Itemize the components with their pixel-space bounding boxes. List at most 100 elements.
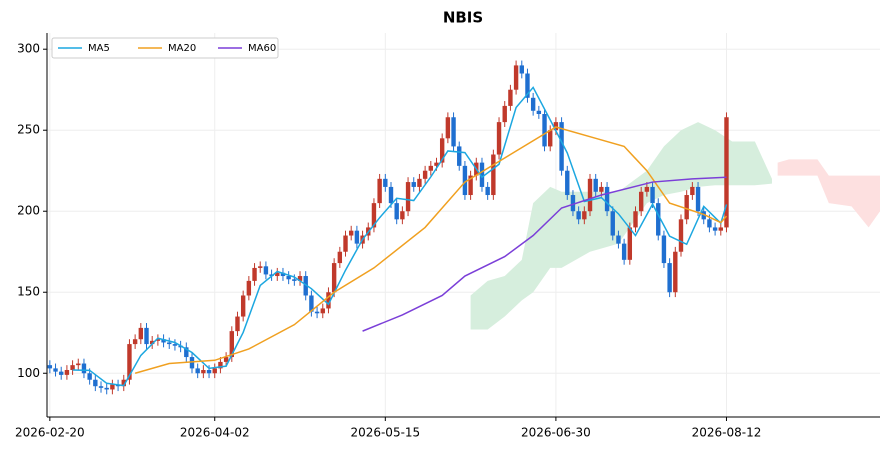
x-tick-label: 2026-06-30 bbox=[521, 426, 591, 440]
candle-body bbox=[496, 122, 502, 155]
candle-body bbox=[87, 373, 92, 380]
candle-body bbox=[593, 178, 598, 192]
candle-body bbox=[712, 227, 718, 231]
candle-body bbox=[212, 368, 217, 374]
candle-body bbox=[229, 331, 234, 358]
candle-body bbox=[275, 272, 280, 277]
candle-body bbox=[519, 65, 524, 74]
candle-body bbox=[354, 230, 360, 244]
candle-body bbox=[417, 178, 422, 187]
candle-body bbox=[599, 186, 604, 192]
candle-body bbox=[132, 339, 138, 345]
candle-body bbox=[553, 122, 559, 131]
candle-body bbox=[64, 370, 70, 375]
candle-body bbox=[252, 267, 257, 281]
cloud bbox=[777, 159, 880, 228]
candle-body bbox=[656, 203, 661, 236]
y-tick-label: 300 bbox=[17, 42, 40, 56]
y-tick-label: 200 bbox=[17, 204, 40, 218]
candle-body bbox=[587, 178, 593, 212]
candle-body bbox=[627, 227, 633, 260]
candle-body bbox=[383, 178, 388, 187]
candle-body bbox=[542, 114, 547, 147]
candle-body bbox=[81, 363, 87, 374]
candle-body bbox=[377, 178, 382, 204]
candle-body bbox=[59, 371, 64, 375]
candle-body bbox=[155, 339, 161, 341]
candle-body bbox=[235, 316, 240, 332]
candle-body bbox=[644, 186, 650, 192]
candle-body bbox=[349, 230, 354, 236]
candle-body bbox=[93, 379, 98, 387]
candle-body bbox=[138, 327, 144, 340]
candle-body bbox=[258, 266, 263, 268]
candle-body bbox=[280, 272, 286, 277]
candle-body bbox=[621, 243, 627, 260]
legend-label: MA60 bbox=[248, 43, 276, 54]
candle-body bbox=[70, 365, 75, 371]
candle-body bbox=[457, 146, 462, 166]
x-tick-label: 2026-04-02 bbox=[180, 426, 250, 440]
candle-body bbox=[292, 279, 297, 281]
candle-body bbox=[337, 251, 343, 264]
candle-body bbox=[718, 227, 723, 231]
chart-title: NBIS bbox=[443, 9, 483, 27]
candle-body bbox=[502, 105, 507, 123]
candle-body bbox=[286, 276, 291, 280]
candle-body bbox=[439, 138, 445, 163]
candle-body bbox=[690, 186, 695, 196]
candle-body bbox=[434, 162, 439, 166]
candle-body bbox=[104, 387, 109, 390]
candle-body bbox=[661, 235, 667, 264]
x-tick-label: 2026-08-12 bbox=[692, 426, 762, 440]
candle-body bbox=[462, 165, 468, 196]
candle-body bbox=[331, 263, 337, 293]
ma-line bbox=[134, 126, 728, 374]
candle-body bbox=[479, 162, 485, 187]
candle-body bbox=[616, 235, 621, 244]
candle-body bbox=[161, 339, 166, 343]
candle-body bbox=[189, 357, 195, 369]
candle-body bbox=[604, 186, 610, 212]
candle-body bbox=[172, 344, 178, 346]
candle-body bbox=[110, 384, 115, 390]
candle-body bbox=[400, 211, 405, 220]
candle-body bbox=[326, 292, 331, 309]
legend-box bbox=[51, 37, 279, 59]
candle-body bbox=[559, 122, 564, 171]
candle-body bbox=[184, 347, 189, 358]
candle-body bbox=[576, 211, 581, 220]
candle-body bbox=[411, 182, 416, 187]
candle-body bbox=[570, 195, 576, 212]
ma-line bbox=[362, 176, 727, 332]
candle-body bbox=[445, 117, 451, 139]
candle-body bbox=[98, 386, 104, 388]
legend-label: MA5 bbox=[88, 43, 110, 54]
candle-body bbox=[167, 342, 172, 345]
candle-body bbox=[695, 186, 701, 212]
candle-body bbox=[394, 203, 399, 220]
candle-body bbox=[678, 219, 684, 252]
candle-body bbox=[513, 65, 519, 90]
candle-body bbox=[246, 280, 252, 296]
candle-body bbox=[525, 73, 530, 98]
candle-body bbox=[343, 235, 348, 252]
candle-body bbox=[548, 130, 553, 147]
candle-body bbox=[633, 211, 638, 228]
candle-body bbox=[485, 186, 490, 196]
candle-body bbox=[536, 110, 542, 115]
y-tick-label: 100 bbox=[17, 366, 40, 380]
candle-body bbox=[468, 175, 473, 196]
candle-body bbox=[405, 182, 411, 212]
candle-body bbox=[667, 263, 672, 293]
y-tick-label: 150 bbox=[17, 285, 40, 299]
candle-body bbox=[582, 211, 587, 220]
candle-body bbox=[149, 340, 155, 345]
candle-body bbox=[121, 379, 126, 387]
candle-body bbox=[223, 357, 229, 362]
candle-body bbox=[218, 361, 223, 369]
candle-body bbox=[724, 117, 729, 228]
candle-body bbox=[684, 195, 689, 220]
candle-body bbox=[309, 295, 314, 312]
